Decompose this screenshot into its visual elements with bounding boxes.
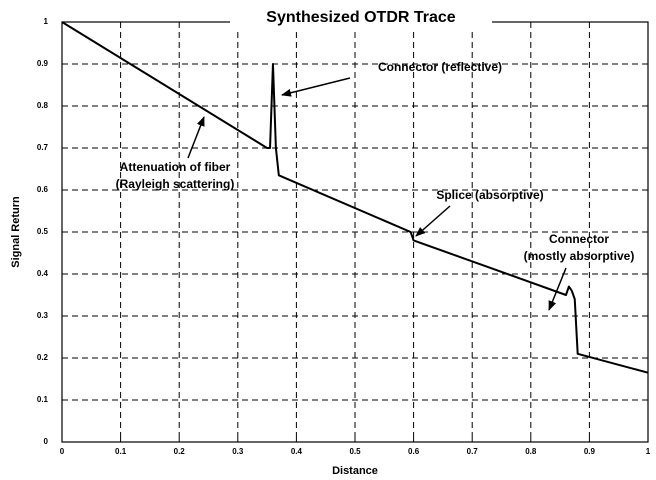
- y-tick-label: 0.5: [37, 227, 49, 236]
- x-tick-label: 0: [60, 447, 65, 456]
- title-bg: [230, 8, 492, 30]
- y-tick-label: 1: [44, 17, 49, 26]
- annotation: Connector: [549, 232, 609, 246]
- y-tick-label: 0.6: [37, 185, 49, 194]
- y-tick-label: 0.4: [37, 269, 49, 278]
- annotation: Attenuation of fiber: [120, 160, 231, 174]
- y-tick-label: 0.8: [37, 101, 49, 110]
- x-tick-label: 0.3: [232, 447, 244, 456]
- arrow: [281, 77, 351, 97]
- x-tick-label: 0.1: [115, 447, 127, 456]
- x-tick-label: 0.8: [525, 447, 537, 456]
- x-axis-label: Distance: [332, 465, 378, 477]
- y-tick-label: 0.2: [37, 353, 49, 362]
- annotation: (mostly absorptive): [524, 249, 635, 263]
- x-tick-label: 1: [646, 447, 651, 456]
- y-axis-label: Signal Return: [10, 196, 22, 268]
- y-tick-label: 0: [44, 437, 49, 446]
- annotation: (Rayleigh scattering): [116, 177, 235, 191]
- arrow: [415, 205, 451, 237]
- y-tick-label: 0.7: [37, 143, 49, 152]
- arrow: [187, 116, 205, 159]
- y-tick-label: 0.3: [37, 311, 49, 320]
- x-tick-label: 0.4: [291, 447, 303, 456]
- x-tick-label: 0.9: [584, 447, 596, 456]
- x-tick-label: 0.5: [349, 447, 361, 456]
- trace-line: [61, 21, 649, 374]
- y-tick-label: 0.9: [37, 59, 49, 68]
- annotation: Connector (reflective): [378, 60, 502, 74]
- chart-title: Synthesized OTDR Trace: [266, 9, 455, 26]
- x-tick-label: 0.6: [408, 447, 420, 456]
- x-tick-label: 0.2: [174, 447, 186, 456]
- annotation: Splice (absorptive): [436, 188, 543, 202]
- y-tick-label: 0.1: [37, 395, 49, 404]
- x-tick-label: 0.7: [467, 447, 479, 456]
- arrow: [548, 267, 567, 311]
